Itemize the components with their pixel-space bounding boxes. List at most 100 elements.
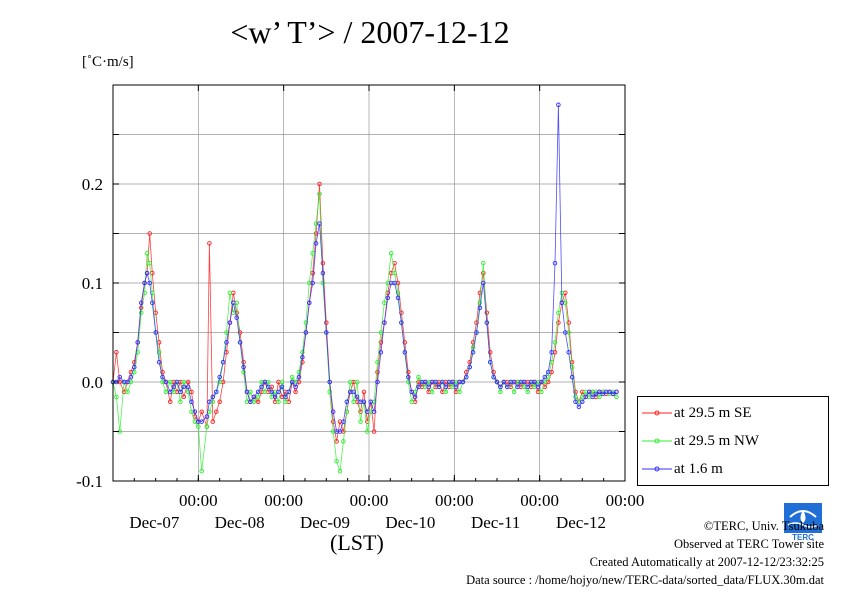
legend-marker <box>654 410 660 416</box>
data-point <box>132 364 137 370</box>
data-point <box>181 384 187 390</box>
data-point <box>515 384 520 390</box>
data-point <box>276 399 281 405</box>
data-point <box>289 379 295 385</box>
data-point <box>125 379 130 385</box>
data-point <box>217 374 222 380</box>
data-point <box>334 458 339 464</box>
data-point <box>552 260 558 266</box>
data-point <box>237 340 243 345</box>
data-point <box>365 429 370 434</box>
data-point <box>181 394 187 400</box>
data-point <box>279 379 285 385</box>
data-point <box>484 320 490 325</box>
data-point <box>484 310 490 315</box>
data-point <box>324 320 329 325</box>
data-point <box>163 379 169 385</box>
data-point <box>266 384 271 390</box>
data-point <box>569 374 575 380</box>
data-point <box>217 379 222 385</box>
data-point <box>300 350 305 355</box>
data-point <box>307 300 312 306</box>
data-point <box>135 350 140 355</box>
data-point <box>241 359 246 365</box>
data-point <box>189 399 194 405</box>
x-tick-label: 00:00 <box>264 491 303 510</box>
data-point <box>227 320 233 325</box>
data-point <box>600 391 606 397</box>
data-point <box>481 280 486 286</box>
data-point <box>474 320 479 325</box>
data-point <box>320 260 326 266</box>
data-point <box>392 270 397 276</box>
data-point <box>303 320 309 325</box>
data-point <box>416 384 421 390</box>
data-point <box>142 280 147 286</box>
data-point <box>269 389 274 395</box>
data-point <box>522 379 527 385</box>
data-point <box>160 369 165 375</box>
data-point <box>167 389 173 395</box>
data-point <box>440 379 445 385</box>
data-point <box>566 320 571 325</box>
data-point <box>125 389 130 395</box>
legend-label: at 29.5 m NW <box>674 433 759 449</box>
data-point <box>283 399 288 405</box>
data-point <box>590 394 595 400</box>
data-point <box>402 350 408 355</box>
data-point <box>317 181 322 187</box>
data-point <box>135 340 140 345</box>
data-point <box>351 399 356 405</box>
data-point <box>351 389 356 395</box>
data-point <box>293 389 298 395</box>
series-line <box>112 193 617 472</box>
x-tick-label: 00:00 <box>520 491 559 510</box>
x-axis-label: (LST) <box>330 530 384 555</box>
data-point <box>556 102 561 108</box>
data-point <box>167 379 173 385</box>
data-point <box>573 399 578 405</box>
data-point <box>494 379 500 385</box>
legend-label: at 29.5 m SE <box>674 405 752 421</box>
data-point <box>409 399 414 405</box>
data-point <box>163 389 169 395</box>
data-point <box>199 419 204 424</box>
data-point <box>464 374 469 380</box>
data-point <box>498 389 503 395</box>
data-point <box>344 399 350 405</box>
data-point <box>303 330 309 335</box>
data-point <box>220 359 226 365</box>
data-point <box>375 359 380 365</box>
data-point <box>354 394 360 400</box>
data-point <box>566 350 571 355</box>
data-point <box>487 359 493 365</box>
data-point <box>457 389 462 395</box>
data-point <box>501 379 507 385</box>
data-point <box>498 384 503 390</box>
data-point <box>255 389 261 395</box>
data-point <box>320 270 326 276</box>
x-tick-label: 00:00 <box>179 491 218 510</box>
data-point <box>144 251 150 256</box>
data-point <box>341 419 346 424</box>
data-point <box>347 379 353 385</box>
series-layer <box>110 102 619 474</box>
data-point <box>525 389 530 395</box>
data-point <box>147 280 152 286</box>
data-point <box>150 300 155 306</box>
data-point <box>607 389 612 395</box>
data-point <box>178 389 183 395</box>
x-date-label: Dec-08 <box>215 513 265 532</box>
data-point <box>429 389 435 395</box>
data-point <box>409 389 414 395</box>
grid-lines <box>113 84 626 482</box>
x-date-label: Dec-12 <box>556 513 606 532</box>
data-point <box>511 389 517 395</box>
data-point <box>210 419 216 424</box>
data-point <box>334 439 339 444</box>
data-point <box>327 379 332 385</box>
data-point <box>241 364 246 370</box>
data-point <box>178 399 183 405</box>
data-point <box>210 394 216 400</box>
